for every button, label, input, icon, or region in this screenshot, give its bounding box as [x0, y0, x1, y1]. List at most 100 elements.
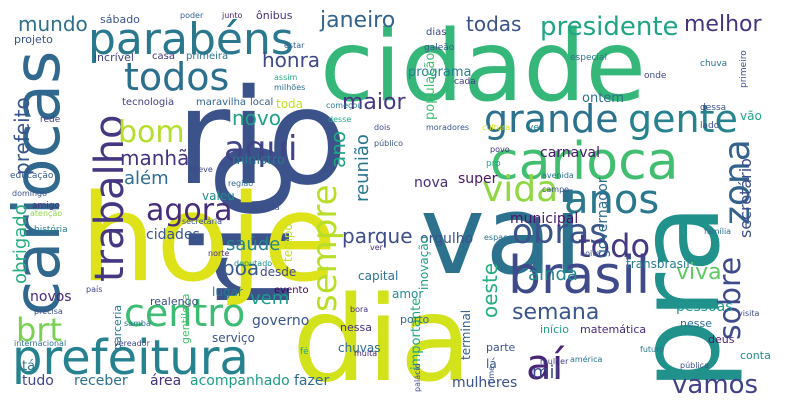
word: pública	[680, 361, 709, 370]
word: ônibus	[256, 9, 293, 22]
word: muita	[354, 349, 378, 358]
word: fé	[300, 347, 309, 357]
word: primeira	[186, 51, 229, 62]
word: obrigado	[10, 204, 31, 284]
word: melhor	[684, 12, 762, 37]
word: precisa	[34, 307, 63, 316]
word: dia	[292, 270, 472, 405]
word: bora	[350, 305, 369, 314]
word: presidente	[540, 12, 679, 42]
word: avenida	[542, 171, 574, 180]
word: local	[250, 97, 274, 108]
word: semana	[512, 300, 600, 325]
word: reunião	[352, 134, 373, 202]
word: super	[458, 171, 498, 187]
word: agora	[146, 193, 233, 228]
word: importante	[409, 297, 424, 370]
word: rede	[40, 115, 61, 125]
word: gente	[628, 97, 738, 141]
word: bom	[118, 115, 185, 150]
word: tempo	[281, 223, 295, 262]
word: desde	[260, 265, 297, 279]
word: programa	[408, 65, 472, 80]
word: hoje	[80, 170, 337, 309]
word: parte	[486, 341, 516, 354]
word: cada	[454, 77, 476, 87]
word: cidade	[320, 10, 646, 124]
word: carnaval	[540, 145, 600, 161]
word: nesse	[680, 317, 712, 330]
word: lado	[700, 121, 720, 131]
word: junto	[222, 11, 243, 20]
word: vereador	[114, 339, 150, 348]
word: valeu	[202, 189, 235, 203]
word: alegria	[252, 203, 280, 212]
word: internacional	[14, 339, 67, 348]
word: onde	[644, 71, 667, 81]
word: brt	[16, 311, 63, 349]
word: público	[374, 139, 403, 148]
word: vida	[482, 169, 559, 210]
word: aqui	[224, 129, 298, 169]
word: deus	[708, 333, 735, 346]
word: tá	[22, 359, 36, 374]
word: tudo	[22, 373, 54, 389]
word: conta	[740, 349, 771, 362]
word: ainda	[528, 264, 578, 285]
word: transbrasil	[626, 257, 690, 271]
word: evento	[274, 285, 309, 296]
word: todos	[124, 55, 230, 99]
word: especial	[570, 53, 607, 63]
word: mulher	[540, 357, 569, 366]
word: saúde	[226, 234, 281, 255]
word: parque	[342, 224, 413, 248]
word: breve	[190, 165, 213, 174]
word: futuro	[640, 345, 665, 354]
word: milhões	[274, 83, 306, 92]
word: chuva	[700, 59, 728, 69]
word: amor	[392, 287, 424, 301]
word: orgulho	[420, 231, 474, 247]
word: história	[34, 225, 68, 235]
word: sempre	[305, 184, 345, 312]
word: espaço	[484, 233, 513, 242]
word: nessa	[340, 321, 372, 334]
word: população	[423, 52, 438, 120]
word: região	[228, 179, 254, 188]
word: time	[487, 365, 496, 384]
word: governador	[595, 177, 611, 258]
word: todo	[578, 227, 651, 265]
word: campo	[542, 185, 570, 194]
word: galeão	[424, 43, 455, 53]
word: carioca	[490, 132, 679, 192]
word: assim	[274, 73, 298, 82]
word: além	[124, 168, 169, 189]
word: dias	[426, 27, 447, 38]
word: ano	[326, 130, 350, 168]
word: começou	[326, 101, 363, 110]
word: realengo	[150, 295, 199, 308]
word: desse	[328, 115, 352, 124]
word: estar	[284, 41, 305, 50]
word: ver	[370, 243, 383, 252]
word: dessa	[700, 103, 727, 113]
word: américa	[570, 355, 603, 364]
word: matemática	[580, 323, 647, 336]
word: mundo	[18, 12, 88, 36]
word: área	[150, 373, 182, 389]
word: capital	[358, 269, 399, 283]
word: deputado	[234, 259, 273, 268]
word: ontem	[582, 91, 624, 106]
word: fazer	[294, 373, 330, 389]
word: domingo	[12, 189, 48, 198]
word: vez	[528, 123, 544, 133]
word: obras	[512, 212, 607, 252]
word: família	[704, 227, 732, 236]
word: cultura	[482, 123, 511, 132]
word: rio	[176, 61, 348, 215]
word: manhã	[120, 146, 190, 170]
word: casa	[152, 51, 175, 62]
word: porto	[400, 313, 430, 326]
word: mulheres	[452, 375, 518, 391]
word: tecnologia	[122, 97, 175, 108]
